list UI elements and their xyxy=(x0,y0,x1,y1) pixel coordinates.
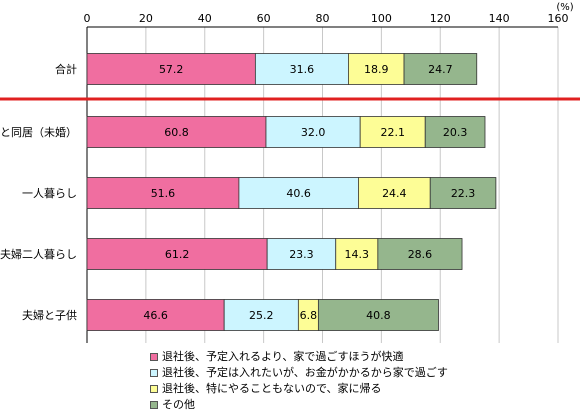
bar-segment xyxy=(86,53,256,85)
bar-segment xyxy=(254,53,349,85)
legend-item: その他 xyxy=(150,397,448,413)
data-label: 46.6 xyxy=(143,309,168,322)
legend-item: 退社後、予定入れるより、家で過ごすほうが快適 xyxy=(150,349,448,365)
legend-label: 退社後、特にやることもないので、家に帰る xyxy=(162,382,382,395)
legend-swatch xyxy=(150,385,158,393)
bar-segment xyxy=(86,238,268,270)
data-label: 40.6 xyxy=(286,187,311,200)
data-label: 18.9 xyxy=(364,63,389,76)
data-label: 51.6 xyxy=(151,187,176,200)
x-tick-label: 100 xyxy=(371,12,392,25)
bar-segment xyxy=(86,116,267,148)
legend-label: 退社後、予定は入れたいが、お金がかかるから家で過ごす xyxy=(162,366,448,379)
bar-segment xyxy=(358,177,431,209)
data-label: 20.3 xyxy=(443,126,468,139)
x-tick-label: 120 xyxy=(430,12,451,25)
category-label: 合計 xyxy=(55,62,77,76)
legend-swatch xyxy=(150,369,158,377)
bar-segment xyxy=(86,177,240,209)
category-label: 一人暮らし xyxy=(22,186,77,200)
category-label: 夫婦と子供 xyxy=(22,308,77,322)
bar-segment xyxy=(265,116,361,148)
data-label: 25.2 xyxy=(249,309,274,322)
x-tick-label: 60 xyxy=(257,12,271,25)
data-label: 6.8 xyxy=(300,309,318,322)
data-label: 24.7 xyxy=(428,63,453,76)
bar-segment xyxy=(238,177,359,209)
bar-segment xyxy=(424,116,486,148)
data-label: 60.8 xyxy=(164,126,189,139)
data-label: 24.4 xyxy=(382,187,407,200)
category-label: 親と同居（未婚） xyxy=(0,125,77,139)
bar-segment xyxy=(266,238,337,270)
data-label: 28.6 xyxy=(408,248,433,261)
legend-label: 退社後、予定入れるより、家で過ごすほうが快適 xyxy=(162,350,404,363)
x-tick-label: 40 xyxy=(198,12,212,25)
data-label: 61.2 xyxy=(165,248,190,261)
legend-item: 退社後、予定は入れたいが、お金がかかるから家で過ごす xyxy=(150,365,448,381)
bar-segment xyxy=(348,53,405,85)
data-label: 23.3 xyxy=(289,248,314,261)
x-tick-label: 20 xyxy=(139,12,153,25)
x-tick-label: 140 xyxy=(489,12,510,25)
data-label: 14.3 xyxy=(345,248,370,261)
x-tick-label: 160 xyxy=(548,12,569,25)
legend-item: 退社後、特にやることもないので、家に帰る xyxy=(150,381,448,397)
data-label: 22.1 xyxy=(380,126,405,139)
bar-segment xyxy=(335,238,379,270)
legend-label: その他 xyxy=(162,398,195,411)
bar-segment xyxy=(317,299,439,331)
x-tick-label: 80 xyxy=(316,12,330,25)
data-label: 40.8 xyxy=(366,309,391,322)
legend-swatch xyxy=(150,353,158,361)
data-label: 22.3 xyxy=(451,187,476,200)
data-label: 31.6 xyxy=(290,63,315,76)
unit-label: (%) xyxy=(556,2,573,13)
bar-segment xyxy=(403,53,478,85)
bar-segment xyxy=(429,177,497,209)
bar-segment xyxy=(223,299,299,331)
x-tick-label: 0 xyxy=(84,12,91,25)
bar-segment xyxy=(377,238,463,270)
data-label: 57.2 xyxy=(159,63,184,76)
category-label: 夫婦二人暮らし xyxy=(0,247,77,261)
data-label: 32.0 xyxy=(301,126,326,139)
legend-swatch xyxy=(150,401,158,409)
legend: 退社後、予定入れるより、家で過ごすほうが快適 退社後、予定は入れたいが、お金がか… xyxy=(150,349,448,413)
